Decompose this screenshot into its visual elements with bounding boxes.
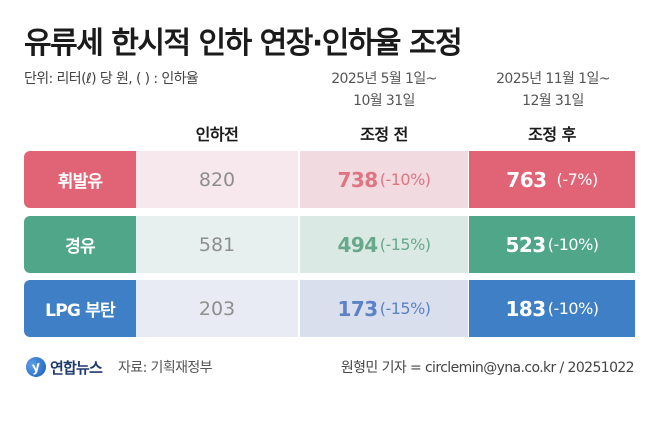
period-pre-line2: 10월 31일 <box>353 93 415 109</box>
post-adjust-value: 183 <box>505 296 546 321</box>
pre-adjust-value: 494 <box>337 232 378 257</box>
pre-adjust-rate: (-10%) <box>379 170 431 189</box>
fuel-label: 휘발유 <box>24 151 136 208</box>
pre-adjust-value: 738 <box>337 167 378 192</box>
pre-adjust-rate: (-15%) <box>379 235 431 254</box>
fuel-label: LPG 부탄 <box>24 280 136 337</box>
page-title: 유류세 한시적 인하 연장·인하율 조정 <box>24 26 463 61</box>
column-header-before: 인하전 <box>195 125 239 144</box>
post-adjust-cell: 523 (-10%) <box>469 216 635 273</box>
post-adjust-value: 763 <box>506 167 547 192</box>
post-adjust-rate: (-10%) <box>547 299 599 318</box>
unit-note: 단위: 리터(ℓ) 당 원, ( ) : 인하율 <box>24 71 199 87</box>
before-cell: 581 <box>136 216 298 273</box>
pre-adjust-cell: 494 (-15%) <box>300 216 468 273</box>
pre-adjust-rate: (-15%) <box>379 299 431 318</box>
column-header-pre-adjust: 조정 전 <box>360 125 408 144</box>
fuel-name: 경유 <box>65 237 95 257</box>
table-row-lpg-butane: LPG 부탄 203 173 (-15%) 183 (-10%) <box>24 280 635 337</box>
data-source: 자료: 기획재정부 <box>118 360 213 376</box>
footer-source: y 연합뉴스 자료: 기획재정부 <box>23 354 213 380</box>
fuel-name: LPG 부탄 <box>45 301 115 321</box>
post-adjust-value: 523 <box>505 232 546 257</box>
reporter-credit: 원형민 기자 = circlemin@yna.co.kr / 20251022 <box>340 360 635 376</box>
post-adjust-cell: 763 (-7%) <box>469 151 635 208</box>
pre-adjust-value: 173 <box>337 296 378 321</box>
period-pre-adjust: 2025년 5월 1일~ 10월 31일 <box>300 68 468 112</box>
post-adjust-rate: (-7%) <box>556 170 599 189</box>
before-value: 203 <box>198 297 236 320</box>
fuel-label: 경유 <box>24 216 136 273</box>
yonhap-logo-text: 연합뉴스 <box>50 358 103 377</box>
pre-adjust-cell: 173 (-15%) <box>300 280 468 337</box>
table-row-diesel: 경유 581 494 (-15%) 523 (-10%) <box>24 216 635 273</box>
period-post-adjust: 2025년 11월 1일~ 12월 31일 <box>469 68 637 112</box>
post-adjust-rate: (-10%) <box>547 235 599 254</box>
pre-adjust-cell: 738 (-10%) <box>300 151 468 208</box>
before-value: 820 <box>198 168 236 191</box>
period-post-line1: 2025년 11월 1일~ <box>496 71 610 87</box>
fuel-name: 휘발유 <box>57 172 103 192</box>
yonhap-logo-icon: y <box>23 354 49 380</box>
before-value: 581 <box>198 233 236 256</box>
period-pre-line1: 2025년 5월 1일~ <box>331 71 437 87</box>
post-adjust-cell: 183 (-10%) <box>469 280 635 337</box>
before-cell: 820 <box>136 151 298 208</box>
column-header-post-adjust: 조정 후 <box>528 125 576 144</box>
period-post-line2: 12월 31일 <box>522 93 584 109</box>
before-cell: 203 <box>136 280 298 337</box>
table-row-gasoline: 휘발유 820 738 (-10%) 763 (-7%) <box>24 151 635 208</box>
